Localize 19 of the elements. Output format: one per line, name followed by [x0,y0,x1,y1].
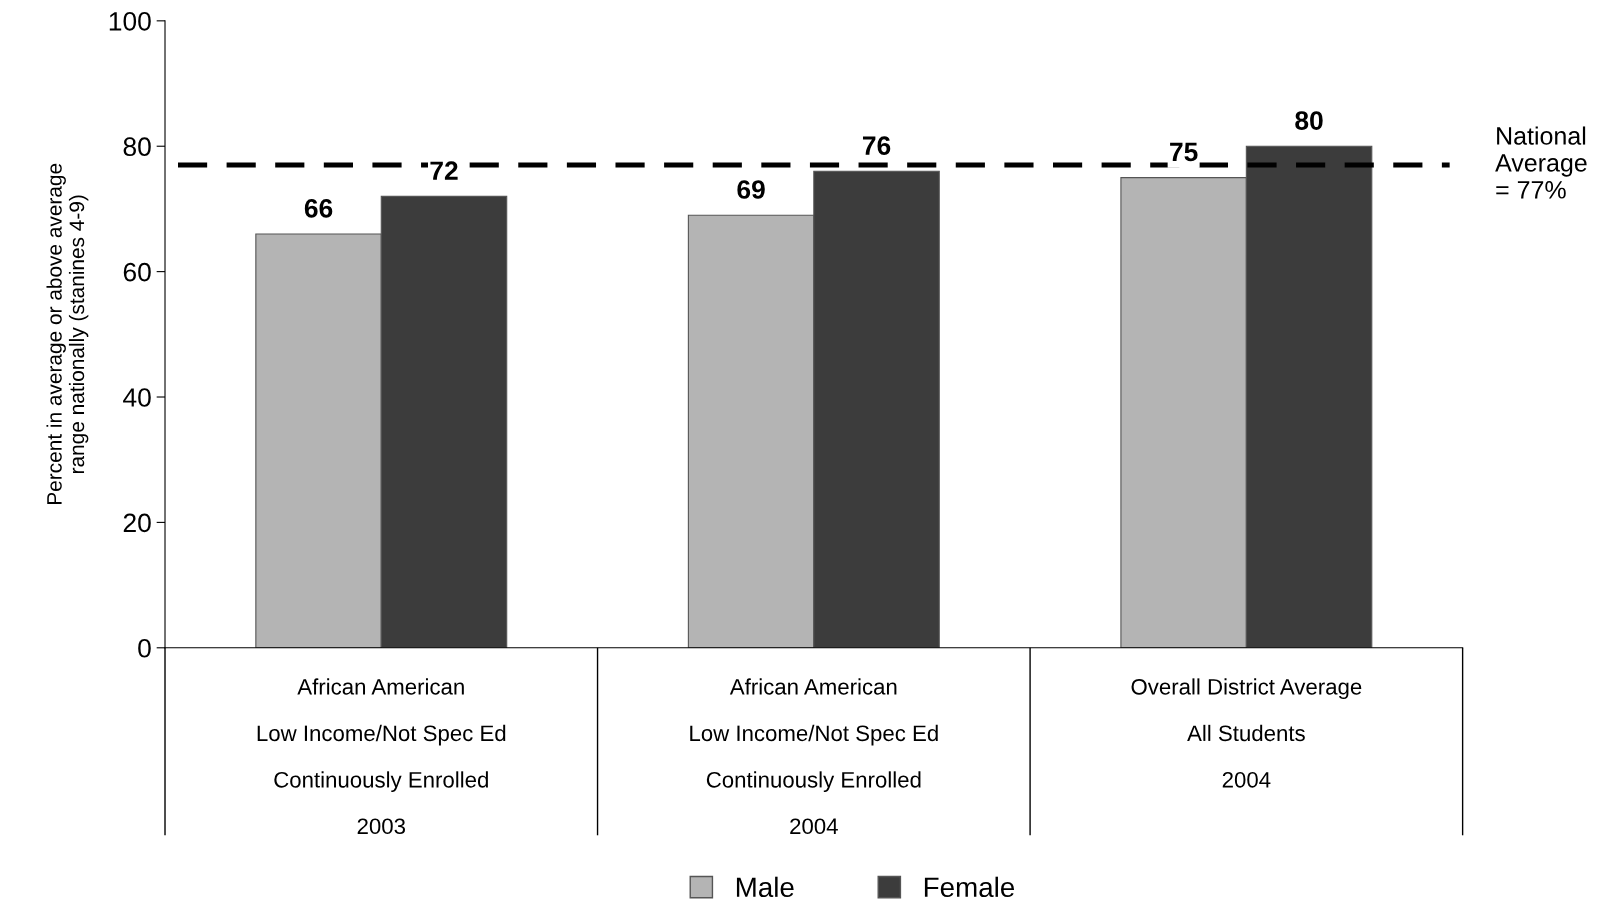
y-tick-label: 0 [138,638,151,658]
y-tick-label: 20 [123,513,151,533]
legend-label: Female [924,876,1015,898]
data-label: 69 [737,180,765,199]
y-tick-label: 60 [123,262,151,282]
ref-line-label: National Average = 77% [1495,126,1587,199]
legend-label: Male [736,876,794,898]
y-tick-label: 40 [123,388,151,407]
y-tick-label: 100 [109,11,151,31]
data-label: 75 [1170,142,1198,162]
category-label: African American Low Income/Not Spec Ed Continuously Enrolled 2003 [257,678,506,835]
data-label: 66 [304,198,333,218]
y-axis-title: Percent in average or above average range nationally (stanines 4-9) [46,163,89,504]
data-label: 80 [1295,111,1323,130]
category-label: Overall District Average All Students 2004 [1131,678,1362,788]
category-label: African American Low Income/Not Spec Ed Continuously Enrolled 2004 [690,678,938,835]
data-label: 76 [862,136,891,155]
y-tick-label: 80 [123,137,151,157]
data-label: 72 [430,161,458,180]
